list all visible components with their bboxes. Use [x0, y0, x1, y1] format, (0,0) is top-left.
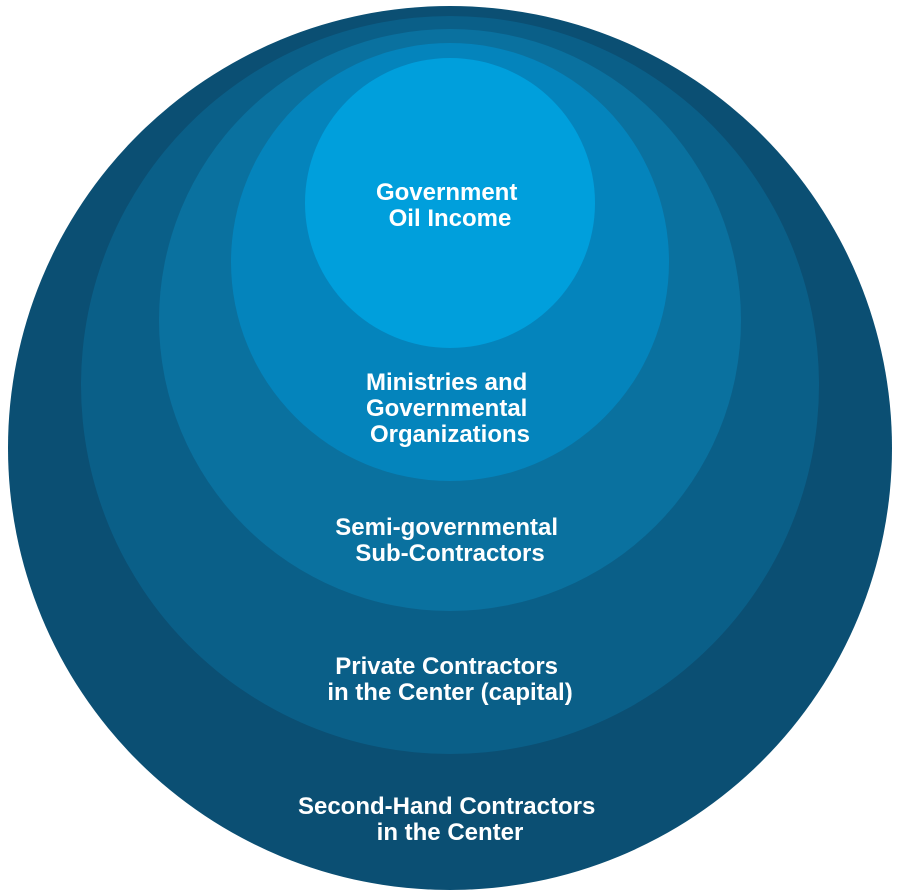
layer-label-line: Oil Income: [389, 205, 512, 232]
layer-circle-oil-income: [305, 58, 595, 348]
layer-label-oil-income: Government Oil Income: [376, 179, 524, 232]
layer-label-line: Second-Hand Contractors: [298, 793, 595, 820]
layer-label-line: Sub-Contractors: [355, 540, 544, 567]
layer-label-line: Ministries and: [366, 369, 527, 396]
layer-label-line: Organizations: [370, 421, 530, 448]
layer-label-ministries: Ministries and Governmental Organization…: [366, 369, 534, 448]
layer-label-line: Government: [376, 179, 517, 206]
layer-label-line: in the Center: [377, 819, 524, 846]
layer-label-line: in the Center (capital): [327, 679, 572, 706]
layer-label-line: Private Contractors: [335, 653, 558, 680]
layer-label-line: Semi-governmental: [335, 514, 558, 541]
layer-label-semi-governmental: Semi-governmental Sub-Contractors: [335, 514, 564, 567]
layer-label-private-contractors: Private Contractors in the Center (capit…: [327, 653, 572, 706]
layer-label-line: Governmental: [366, 395, 527, 422]
layer-oil-income: Government Oil Income: [305, 58, 595, 348]
layer-label-second-hand-contractors: Second-Hand Contractors in the Center: [298, 793, 602, 846]
